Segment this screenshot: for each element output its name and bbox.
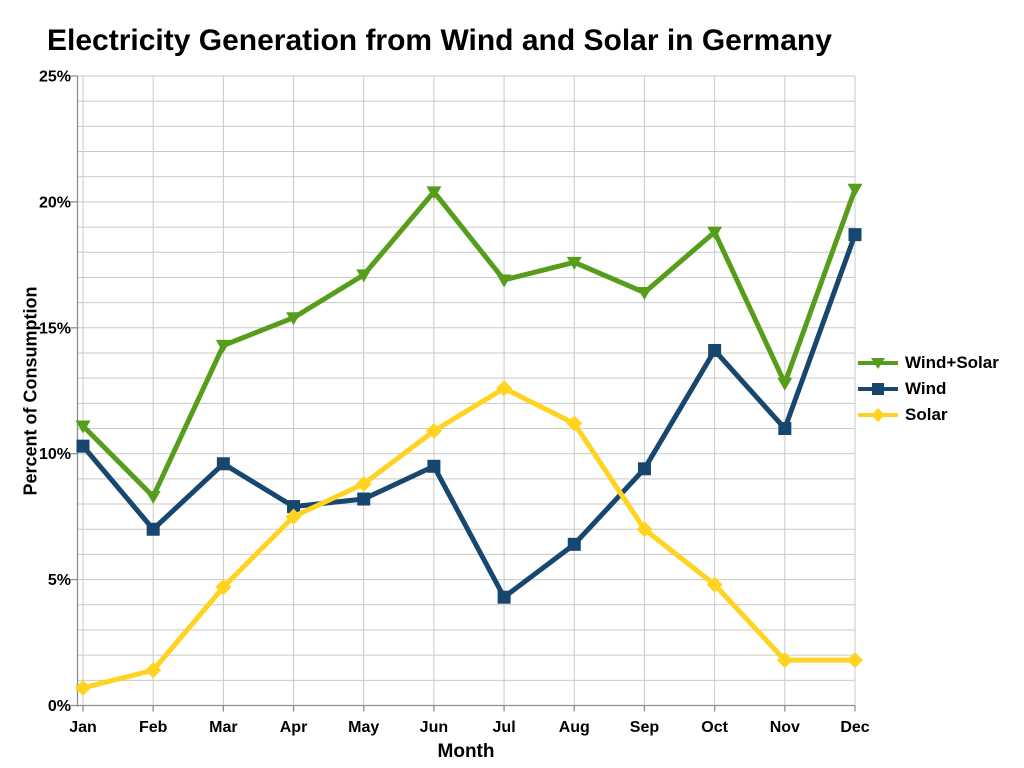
x-tick-label: Dec: [840, 719, 869, 736]
x-tick-label: Jan: [69, 719, 97, 736]
chart-title: Electricity Generation from Wind and Sol…: [47, 24, 832, 57]
series-wind-solar-marker: [426, 186, 442, 200]
x-tick-label: Jun: [420, 719, 448, 736]
y-tick-label: 15%: [39, 320, 71, 337]
series-wind-marker: [567, 537, 581, 551]
y-tick-label: 0%: [48, 698, 71, 715]
x-tick-label: Apr: [280, 719, 308, 736]
legend-item-solar: Solar: [858, 403, 999, 426]
x-tick-label: Mar: [209, 719, 237, 736]
series-wind-marker: [637, 462, 651, 476]
series-wind-marker: [287, 500, 301, 514]
series-solar-marker: [355, 475, 372, 492]
series-solar-marker: [706, 576, 723, 593]
legend-item-wind-solar-label: Wind+Solar: [905, 352, 999, 372]
series-solar-marker: [566, 415, 583, 432]
series-wind-solar-marker: [636, 287, 652, 301]
legend-item-solar-label: Solar: [905, 404, 948, 424]
legend-item-wind-swatch: [858, 382, 898, 395]
series-solar-marker: [425, 423, 442, 440]
series-wind-solar-marker: [286, 312, 302, 326]
series-solar-marker: [496, 380, 513, 397]
legend-item-wind-solar: Wind+Solar: [858, 351, 999, 374]
series-wind-solar-marker: [847, 183, 863, 197]
series-solar-marker: [145, 662, 162, 679]
series-wind-marker: [357, 492, 371, 506]
legend-item-wind-label: Wind: [905, 378, 947, 398]
series-solar-marker: [847, 652, 863, 669]
x-tick-label: May: [348, 719, 379, 736]
series-wind-solar-marker: [707, 226, 723, 240]
series-wind-solar-line: [80, 186, 858, 500]
x-tick-label: Nov: [770, 719, 800, 736]
series-wind-solar-marker: [496, 274, 512, 288]
series-wind-marker: [427, 459, 441, 473]
diamond-icon: [871, 407, 885, 422]
series-wind-marker: [708, 343, 722, 357]
series-wind-marker: [76, 439, 90, 453]
square-icon: [872, 382, 884, 395]
legend: Wind+Solar Wind Solar: [858, 351, 999, 426]
y-tick-label: 5%: [48, 572, 71, 589]
series-solar-marker: [215, 579, 232, 596]
series-wind-solar-marker: [145, 491, 161, 505]
x-axis-title: Month: [437, 741, 495, 762]
x-tick-label: Aug: [559, 719, 590, 736]
series-wind-marker: [497, 590, 511, 604]
y-axis-title: Percent of Consumption: [20, 286, 41, 496]
series-solar-marker: [75, 679, 91, 696]
x-tick-label: Sep: [630, 719, 660, 736]
series-wind-solar-marker: [777, 377, 793, 391]
series-wind-solar-marker: [356, 269, 372, 283]
series-solar-line: [80, 385, 858, 691]
series-wind-marker: [146, 522, 160, 536]
legend-item-wind: Wind: [858, 377, 999, 400]
x-tick-label: Feb: [139, 719, 168, 736]
series-solar-marker: [636, 521, 653, 538]
series-wind-solar-marker: [75, 420, 91, 434]
y-tick-label: 20%: [39, 194, 71, 211]
series-solar-marker: [285, 508, 302, 525]
series-wind-solar-marker: [566, 256, 582, 270]
series-solar-marker: [776, 652, 793, 669]
series-wind-marker: [216, 457, 230, 471]
legend-item-wind-solar-swatch: [858, 357, 898, 369]
triangle-down-icon: [871, 357, 885, 369]
y-tick-label: 25%: [39, 69, 71, 86]
series-wind-marker: [778, 422, 792, 436]
y-tick-label: 10%: [39, 446, 71, 463]
series-wind-marker: [848, 228, 862, 242]
x-tick-label: Jul: [493, 719, 516, 736]
legend-item-solar-swatch: [858, 407, 898, 422]
series-wind-line: [80, 232, 858, 600]
series-wind-solar-marker: [215, 339, 231, 353]
x-tick-label: Oct: [701, 719, 728, 736]
